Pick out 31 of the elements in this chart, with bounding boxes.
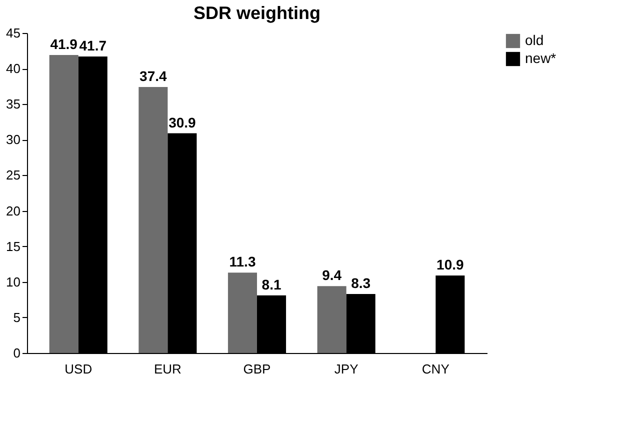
data-label: 41.9	[50, 36, 78, 52]
y-tick-label: 0	[13, 346, 20, 360]
legend-label: old	[525, 32, 544, 48]
legend-label: new*	[525, 50, 557, 66]
y-tick-label: 20	[6, 203, 20, 218]
bar	[49, 55, 78, 353]
chart-title: SDR weighting	[194, 3, 320, 23]
data-label: 41.7	[79, 37, 107, 54]
y-tick-label: 10	[6, 274, 20, 290]
y-tick-label: 30	[6, 132, 20, 148]
y-tick-label: 40	[6, 61, 20, 76]
x-tick-label: USD	[64, 362, 92, 376]
bar	[317, 286, 346, 353]
bar	[138, 87, 168, 353]
data-label: 9.4	[322, 267, 342, 284]
data-label: 11.3	[229, 254, 256, 270]
data-label: 8.1	[262, 276, 282, 292]
x-tick-label: JPY	[334, 362, 359, 376]
data-label: 30.9	[168, 114, 196, 130]
data-label: 37.4	[140, 68, 167, 84]
x-tick-label: GBP	[243, 362, 271, 376]
y-tick-label: 35	[6, 96, 20, 112]
y-tick-label: 5	[13, 310, 20, 325]
x-tick-label: EUR	[154, 362, 182, 376]
bar	[228, 272, 257, 353]
data-label: 8.3	[351, 274, 371, 291]
data-label: 10.9	[436, 256, 464, 272]
y-tick-label: 45	[6, 26, 20, 40]
y-tick-label: 15	[6, 238, 20, 254]
x-tick-label: CNY	[422, 362, 450, 376]
y-tick-label: 25	[6, 168, 20, 183]
